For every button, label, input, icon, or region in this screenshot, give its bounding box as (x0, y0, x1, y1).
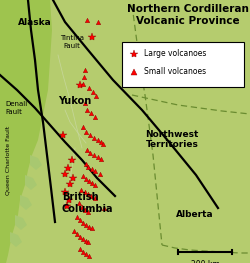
Text: 200 km: 200 km (191, 260, 220, 263)
Polygon shape (15, 215, 27, 230)
Polygon shape (30, 155, 42, 170)
Polygon shape (0, 0, 52, 263)
Polygon shape (25, 175, 37, 190)
Text: Alaska: Alaska (18, 18, 52, 27)
Text: British
Columbia: British Columbia (62, 192, 114, 214)
Text: Northern Cordilleran
Volcanic Province: Northern Cordilleran Volcanic Province (127, 4, 249, 26)
Text: Denali
Fault: Denali Fault (5, 102, 27, 114)
Bar (122, 42, 244, 87)
Polygon shape (10, 232, 22, 247)
Text: Northwest
Territories: Northwest Territories (145, 130, 199, 149)
Text: Large volcanoes: Large volcanoes (144, 49, 206, 58)
Text: Yukon: Yukon (58, 96, 91, 106)
Text: Tintina
Fault: Tintina Fault (60, 36, 84, 48)
Text: Small volcanoes: Small volcanoes (144, 68, 206, 77)
Text: Queen Charlotte Fault: Queen Charlotte Fault (6, 125, 10, 195)
Polygon shape (20, 195, 32, 210)
Text: Alberta: Alberta (176, 210, 214, 219)
